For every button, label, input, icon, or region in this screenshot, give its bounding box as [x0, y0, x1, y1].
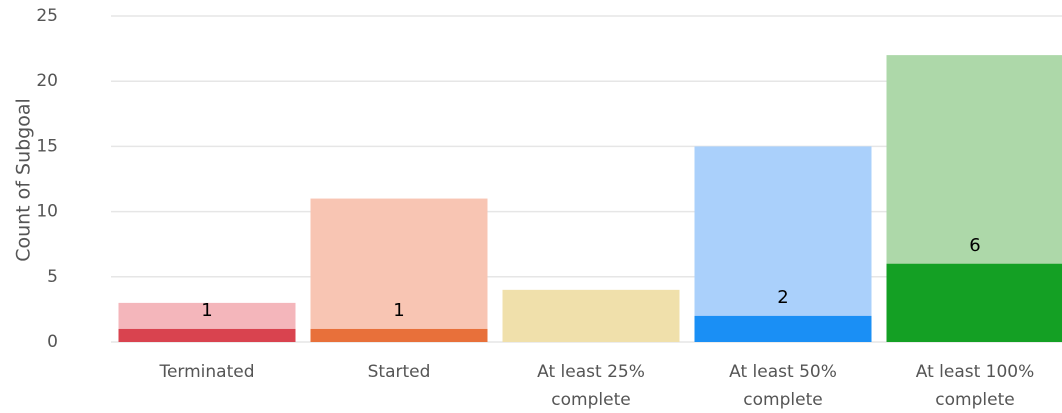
data-label: 1	[201, 300, 212, 321]
bar	[502, 289, 680, 342]
x-tick-label: Started	[368, 362, 431, 382]
x-tick-label: At least 100%	[916, 362, 1035, 382]
bar	[694, 315, 872, 342]
x-tick-label: complete	[743, 390, 822, 410]
bar	[310, 328, 488, 342]
y-tick-label: 20	[36, 71, 58, 91]
y-tick-label: 15	[36, 136, 58, 156]
x-tick-label: complete	[551, 390, 630, 410]
y-axis-title: Count of Subgoal	[13, 98, 35, 262]
bar	[886, 263, 1062, 342]
y-tick-label: 0	[47, 332, 58, 352]
y-tick-label: 25	[36, 6, 58, 26]
data-label: 2	[777, 287, 788, 308]
data-label: 1	[393, 300, 404, 321]
bar	[310, 198, 488, 342]
y-tick-label: 5	[47, 267, 58, 287]
x-tick-label: Terminated	[158, 362, 254, 382]
x-tick-label: complete	[935, 390, 1014, 410]
bar	[118, 328, 296, 342]
bar	[694, 146, 872, 342]
y-tick-label: 10	[36, 202, 58, 222]
x-tick-label: At least 50%	[729, 362, 837, 382]
data-label: 6	[969, 235, 980, 256]
x-tick-label: At least 25%	[537, 362, 645, 382]
